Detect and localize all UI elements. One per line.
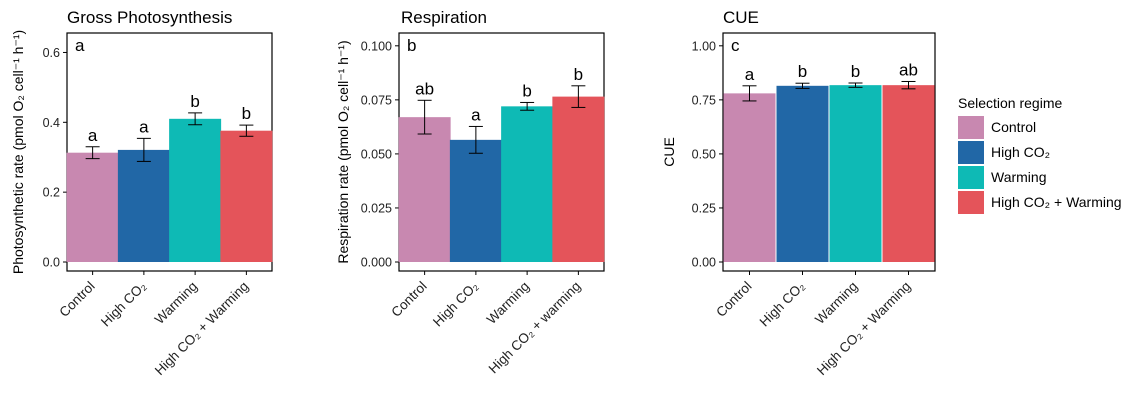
- chart-title: CUE: [723, 8, 759, 27]
- panel-label: a: [75, 36, 85, 55]
- y-axis-label: Respiration rate (pmol O₂ cell⁻¹ h⁻¹): [335, 40, 351, 263]
- y-tick-label: 0.050: [361, 147, 392, 161]
- significance-letter: a: [471, 105, 481, 124]
- legend-label: Control: [991, 119, 1036, 135]
- bar: [776, 85, 829, 262]
- x-tick-label: High CO₂: [98, 279, 149, 330]
- significance-letter: a: [88, 126, 98, 145]
- panel-label: c: [731, 36, 740, 55]
- legend-label: High CO₂: [991, 144, 1050, 160]
- y-tick-label: 0.6: [43, 46, 60, 60]
- significance-letter: b: [242, 104, 251, 123]
- plot-frame: [722, 32, 936, 272]
- significance-letter: b: [798, 62, 807, 81]
- y-tick-label: 0.50: [692, 147, 716, 161]
- bar: [117, 149, 170, 262]
- bar: [398, 117, 451, 263]
- x-tick-label: Control: [388, 279, 429, 320]
- y-tick-label: 1.00: [692, 39, 716, 53]
- bar: [169, 118, 222, 262]
- significance-letter: a: [139, 117, 149, 136]
- bar: [66, 152, 119, 262]
- bar: [882, 85, 935, 262]
- x-tick-label: High CO₂ + Warming: [152, 279, 252, 379]
- bar: [723, 93, 776, 262]
- legend-label: High CO₂ + Warming: [991, 194, 1122, 210]
- legend-label: Warming: [991, 169, 1047, 185]
- significance-letter: b: [851, 62, 860, 81]
- chart-title: Respiration: [401, 8, 487, 27]
- y-tick-label: 0.075: [361, 93, 392, 107]
- significance-letter: ab: [899, 60, 918, 79]
- y-axis-label: CUE: [661, 137, 677, 167]
- y-tick-label: 0.0: [43, 256, 60, 270]
- significance-letter: a: [745, 65, 755, 84]
- y-tick-label: 0.75: [692, 93, 716, 107]
- legend-title: Selection regime: [958, 95, 1062, 111]
- legend-swatch: [958, 116, 984, 139]
- x-tick-label: High CO₂ + Warming: [814, 279, 914, 379]
- bar: [449, 139, 502, 262]
- chart-panel-a: Gross Photosynthesis a 0.0 0.2 0.4 0.6 Photosy…: [10, 8, 273, 379]
- y-tick-label: 0.025: [361, 201, 392, 215]
- y-tick-label: 0.000: [361, 256, 392, 270]
- y-tick-label: 0.4: [43, 116, 60, 130]
- bar: [552, 96, 605, 262]
- y-axis-label: Photosynthetic rate (pmol O₂ cell⁻¹ h⁻¹): [10, 30, 26, 274]
- y-tick-label: 0.25: [692, 201, 716, 215]
- x-tick-label: Control: [713, 279, 754, 320]
- bar: [220, 130, 273, 262]
- chart-title: Gross Photosynthesis: [67, 8, 232, 27]
- x-tick-label: Control: [56, 279, 97, 320]
- panel-label: b: [407, 36, 416, 55]
- x-tick-label: High CO₂ + warming: [486, 279, 584, 377]
- significance-letter: b: [574, 65, 583, 84]
- legend-swatch: [958, 141, 984, 164]
- legend: Selection regime Control High CO₂ Warming Hi…: [958, 95, 1122, 214]
- significance-letter: b: [522, 81, 531, 100]
- x-tick-label: High CO₂: [430, 279, 481, 330]
- y-tick-label: 0.00: [692, 256, 716, 270]
- chart-panel-b: Respiration b 0.000 0.025 0.050 0.075 0.100 Res…: [335, 8, 605, 377]
- x-tick-label: Warming: [484, 279, 532, 327]
- bar: [829, 85, 882, 262]
- x-tick-label: High CO₂: [757, 279, 808, 330]
- chart-panel-c: CUE c 0.00 0.25 0.50 0.75 1.00 CUE a Control b High…: [661, 8, 936, 379]
- legend-swatch: [958, 166, 984, 189]
- y-tick-label: 0.100: [361, 39, 392, 53]
- y-tick-label: 0.2: [43, 186, 60, 200]
- x-tick-label: Warming: [152, 279, 200, 327]
- significance-letter: b: [190, 92, 199, 111]
- x-tick-label: Warming: [812, 279, 860, 327]
- legend-swatch: [958, 191, 984, 214]
- bar: [501, 106, 554, 262]
- significance-letter: ab: [415, 79, 434, 98]
